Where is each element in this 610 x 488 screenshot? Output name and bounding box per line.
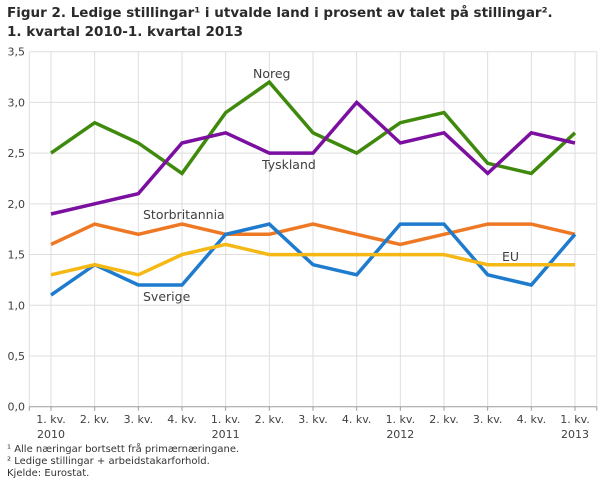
y-tick-label: 3,0 [8,96,26,109]
y-tick-label: 1,0 [8,299,26,312]
y-tick-label: 1,5 [8,249,26,262]
series-label-eu: EU [502,249,519,264]
x-tick-label: 1. kv. [386,413,416,426]
series-label-tyskland: Tyskland [261,157,316,172]
x-tick-year-label: 2012 [386,428,414,441]
x-tick-label: 4. kv. [167,413,197,426]
chart-title: Figur 2. Ledige stillingar¹ i utvalde la… [7,4,605,42]
y-tick-label: 2,5 [8,147,26,160]
y-tick-label: 2,0 [8,198,26,211]
axis-labels: 0,0 0,5 1,0 1,5 2,0 2,5 3,0 3,5 1. kv. 2010 2. kv.… [8,46,590,441]
x-tick-label: 3. kv. [298,413,328,426]
x-tick-label: 2. kv. [429,413,459,426]
series-line-storbritannia [50,222,576,247]
series-label-sverige: Sverige [143,289,191,304]
series-line-tyskland [50,99,576,216]
chart-title-line2: 1. kvartal 2010-1. kvartal 2013 [7,24,244,40]
series-line-eu [50,242,575,277]
x-tick-year-label: 2010 [37,428,65,441]
x-tick-year-label: 2011 [212,428,240,441]
source-note: Kjelde: Eurostat. [7,468,90,479]
x-tick-label: 4. kv. [517,413,547,426]
y-tick-label: 0,5 [8,350,26,363]
y-tick-label: 0,0 [8,401,26,414]
line-chart-canvas: 0,0 0,5 1,0 1,5 2,0 2,5 3,0 3,5 1. kv. 2010 2. kv.… [8,46,598,441]
footnote-2: ² Ledige stillingar + arbeidstakarforhol… [7,456,210,467]
footnote-1: ¹ Alle næringar bortsett frå primærnærin… [7,444,240,455]
x-tick-year-label: 2013 [561,428,589,441]
series-line-sverige [50,222,577,297]
x-tick-label: 2. kv. [255,413,285,426]
series-label-noreg: Noreg [253,66,291,81]
chart-title-line1: Figur 2. Ledige stillingar¹ i utvalde la… [7,5,553,21]
x-tick-label: 1. kv. [560,413,590,426]
x-tick-label: 1. kv. [36,413,66,426]
series-line-noreg [50,79,577,176]
grid-lines [28,51,598,411]
series-lines [50,79,577,297]
x-tick-label: 3. kv. [124,413,154,426]
x-tick-label: 4. kv. [342,413,372,426]
chart-footnotes: ¹ Alle næringar bortsett frå primærnærin… [7,444,597,480]
series-label-storbritannia: Storbritannia [143,207,225,222]
x-tick-label: 2. kv. [80,413,110,426]
y-tick-label: 3,5 [8,46,26,59]
x-tick-label: 3. kv. [473,413,503,426]
x-tick-label: 1. kv. [211,413,241,426]
